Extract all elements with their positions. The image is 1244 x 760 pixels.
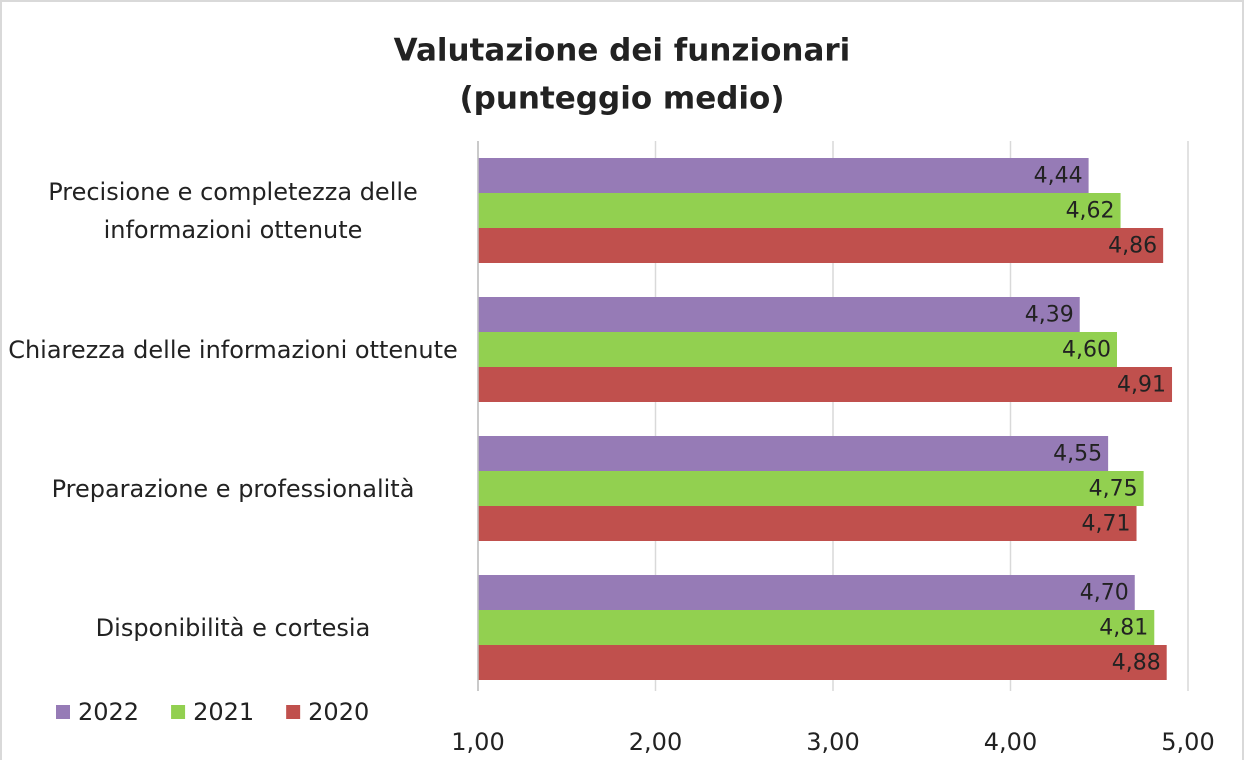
x-tick-label: 3,00 <box>806 728 859 756</box>
chart-title: Valutazione dei funzionari <box>394 33 851 69</box>
x-tick-label: 5,00 <box>1161 728 1214 756</box>
bar <box>478 332 1117 367</box>
data-label: 4,88 <box>1112 651 1161 676</box>
legend-swatch <box>171 705 186 719</box>
legend-swatch <box>286 705 301 719</box>
chart-title: (punteggio medio) <box>459 81 784 117</box>
x-tick-label: 2,00 <box>629 728 682 756</box>
legend-label: 2021 <box>193 698 254 726</box>
bar <box>478 158 1089 193</box>
data-label: 4,55 <box>1053 442 1102 467</box>
data-label: 4,60 <box>1062 338 1111 363</box>
data-label: 4,71 <box>1082 512 1131 537</box>
data-label: 4,62 <box>1066 199 1115 224</box>
legend-swatch <box>56 705 70 719</box>
data-label: 4,70 <box>1080 581 1129 606</box>
data-label: 4,75 <box>1089 477 1138 502</box>
bar <box>478 193 1121 228</box>
y-tick-label: Disponibilità e cortesia <box>95 613 371 642</box>
bar <box>478 471 1144 506</box>
data-label: 4,44 <box>1034 164 1083 189</box>
bar <box>478 575 1135 610</box>
legend-label: 2020 <box>308 698 369 726</box>
data-label: 4,86 <box>1108 234 1157 259</box>
x-tick-label: 4,00 <box>984 728 1037 756</box>
bar <box>478 367 1173 402</box>
bar <box>478 610 1155 645</box>
bar <box>478 228 1164 263</box>
x-tick-label: 1,00 <box>451 728 504 756</box>
bar <box>478 506 1137 541</box>
bar <box>478 297 1080 332</box>
y-tick-label: Chiarezza delle informazioni ottenute <box>8 335 458 364</box>
bar <box>478 645 1167 680</box>
data-label: 4,81 <box>1099 616 1148 641</box>
data-label: 4,91 <box>1117 373 1166 398</box>
data-label: 4,39 <box>1025 303 1074 328</box>
legend-label: 2022 <box>78 698 139 726</box>
y-tick-label: Precisione e completezza delle informazi… <box>48 177 418 244</box>
y-tick-label: Preparazione e professionalità <box>51 474 415 503</box>
bar <box>478 436 1109 471</box>
